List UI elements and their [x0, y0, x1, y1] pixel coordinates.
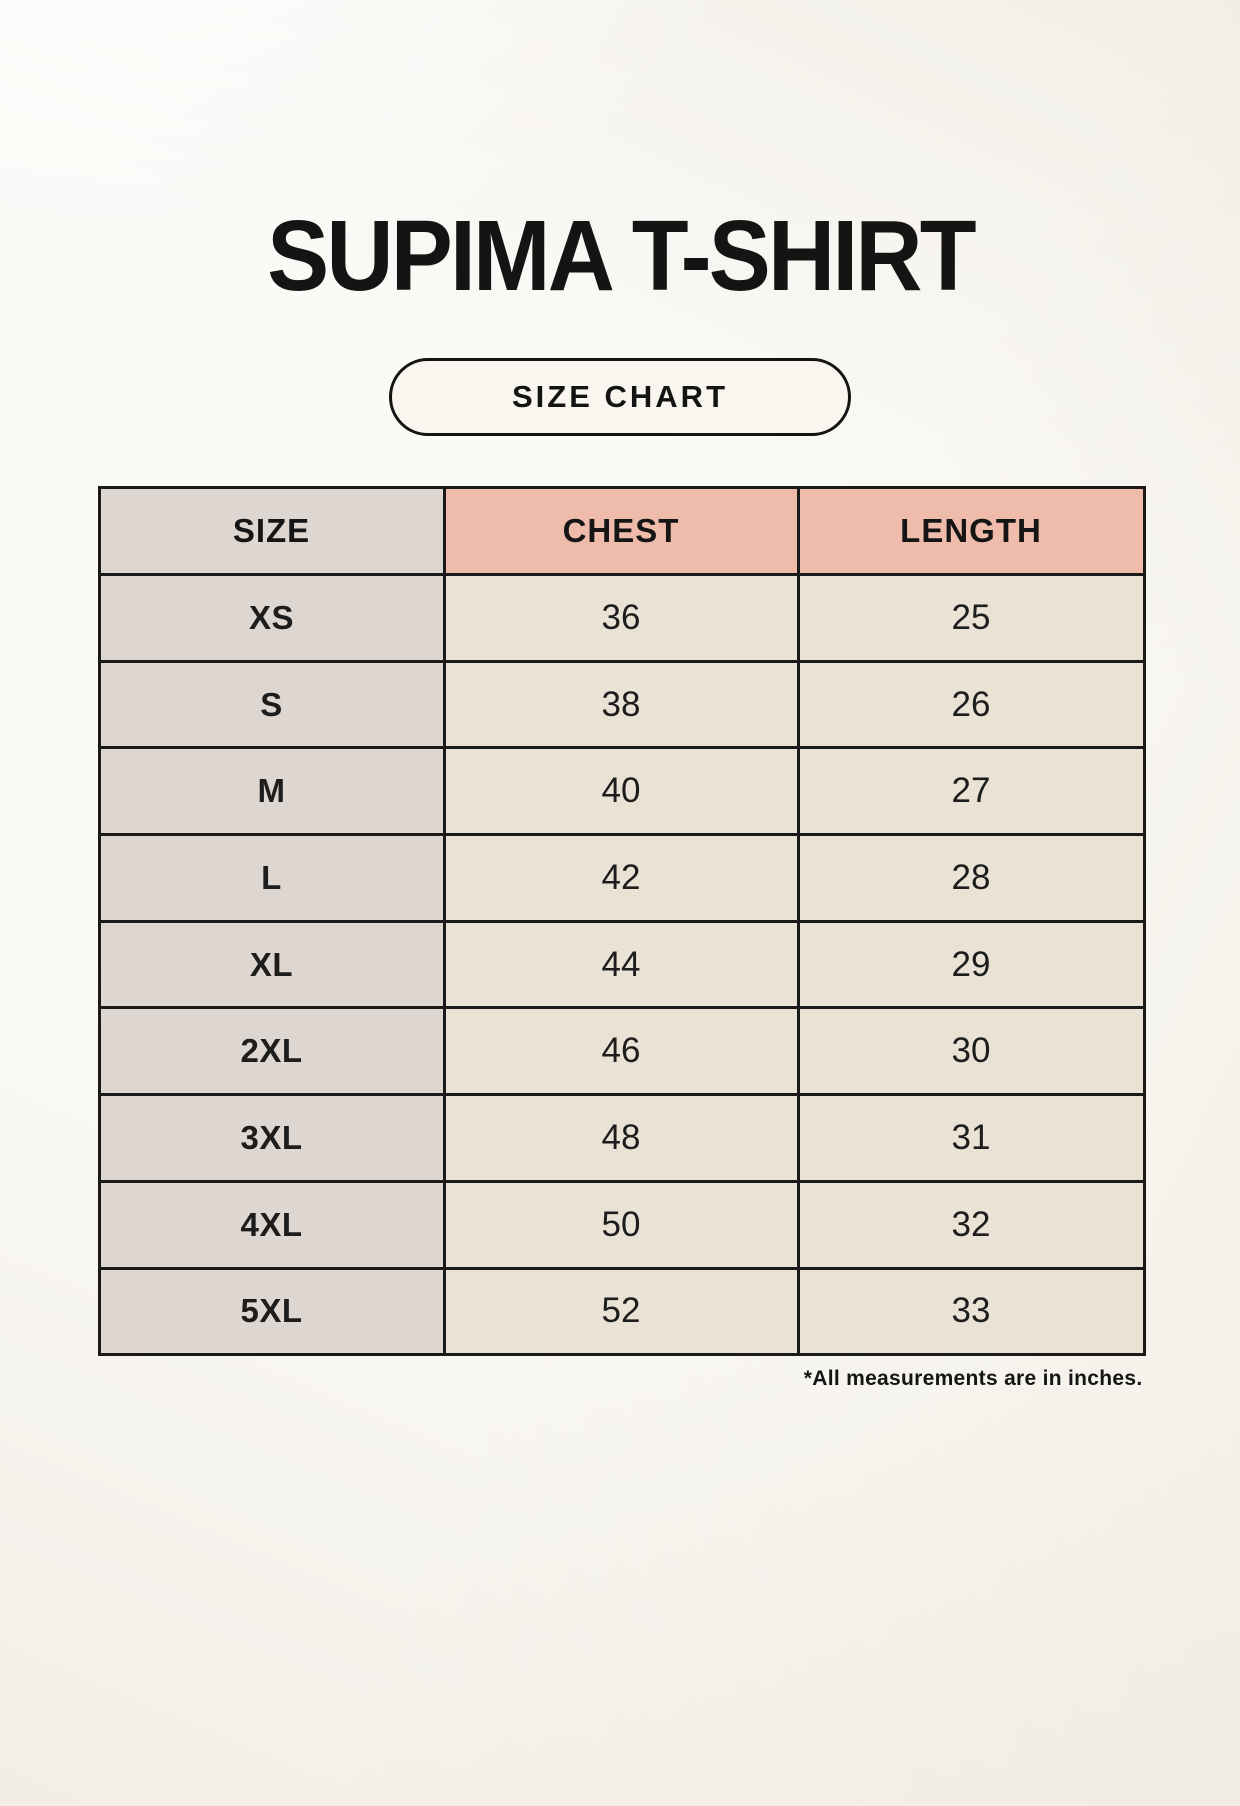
- page-title: SUPIMA T-SHIRT: [266, 200, 976, 312]
- size-cell: S: [97, 659, 446, 750]
- measurements-footnote: *All measurements are in inches.: [803, 1367, 1143, 1391]
- length-cell: 29: [796, 919, 1146, 1010]
- chest-cell: 44: [442, 919, 800, 1010]
- size-chart-table: SIZE CHEST LENGTH XS 36 25 S 38 26 M 40 27 L 42 28 X…: [97, 486, 1146, 1357]
- size-chart-page: SUPIMA T-SHIRT SIZE CHART SIZE CHEST LEN…: [97, 200, 1146, 1391]
- table-header-row: SIZE CHEST LENGTH: [97, 486, 1146, 576]
- length-cell: 32: [796, 1179, 1146, 1270]
- table-row: 5XL 52 33: [97, 1266, 1146, 1357]
- table-row: 2XL 46 30: [97, 1006, 1146, 1097]
- column-header-size: SIZE: [97, 486, 446, 576]
- chest-cell: 42: [442, 833, 800, 923]
- size-cell: 5XL: [97, 1266, 446, 1357]
- size-cell: L: [97, 833, 446, 923]
- table-row: L 42 28: [97, 833, 1146, 923]
- table-row: XS 36 25: [97, 573, 1146, 663]
- chest-cell: 46: [442, 1006, 800, 1097]
- length-cell: 27: [796, 746, 1146, 837]
- table-row: 3XL 48 31: [97, 1093, 1146, 1183]
- length-cell: 25: [796, 573, 1146, 663]
- length-cell: 33: [796, 1266, 1146, 1357]
- table-row: S 38 26: [97, 659, 1146, 750]
- chest-cell: 36: [442, 573, 800, 663]
- length-cell: 31: [796, 1093, 1146, 1183]
- size-cell: 3XL: [97, 1093, 446, 1183]
- table-body: XS 36 25 S 38 26 M 40 27 L 42 28 XL 44 29 2XL 46 30 3XL 48 3…: [97, 573, 1146, 1357]
- size-cell: M: [97, 746, 446, 837]
- chest-cell: 52: [442, 1266, 800, 1357]
- column-header-chest: CHEST: [442, 486, 800, 576]
- length-cell: 28: [796, 833, 1146, 923]
- table-row: 4XL 50 32: [97, 1179, 1146, 1270]
- size-cell: 2XL: [97, 1006, 446, 1097]
- column-header-length: LENGTH: [796, 486, 1146, 576]
- size-chart-badge[interactable]: SIZE CHART: [389, 358, 851, 436]
- size-cell: XL: [97, 919, 446, 1010]
- table-row: M 40 27: [97, 746, 1146, 837]
- size-cell: XS: [97, 573, 446, 663]
- chest-cell: 50: [442, 1179, 800, 1270]
- chest-cell: 40: [442, 746, 800, 837]
- length-cell: 26: [796, 659, 1146, 750]
- size-chart-badge-label: SIZE CHART: [512, 379, 728, 414]
- size-cell: 4XL: [97, 1179, 446, 1270]
- chest-cell: 48: [442, 1093, 800, 1183]
- length-cell: 30: [796, 1006, 1146, 1097]
- table-row: XL 44 29: [97, 919, 1146, 1010]
- chest-cell: 38: [442, 659, 800, 750]
